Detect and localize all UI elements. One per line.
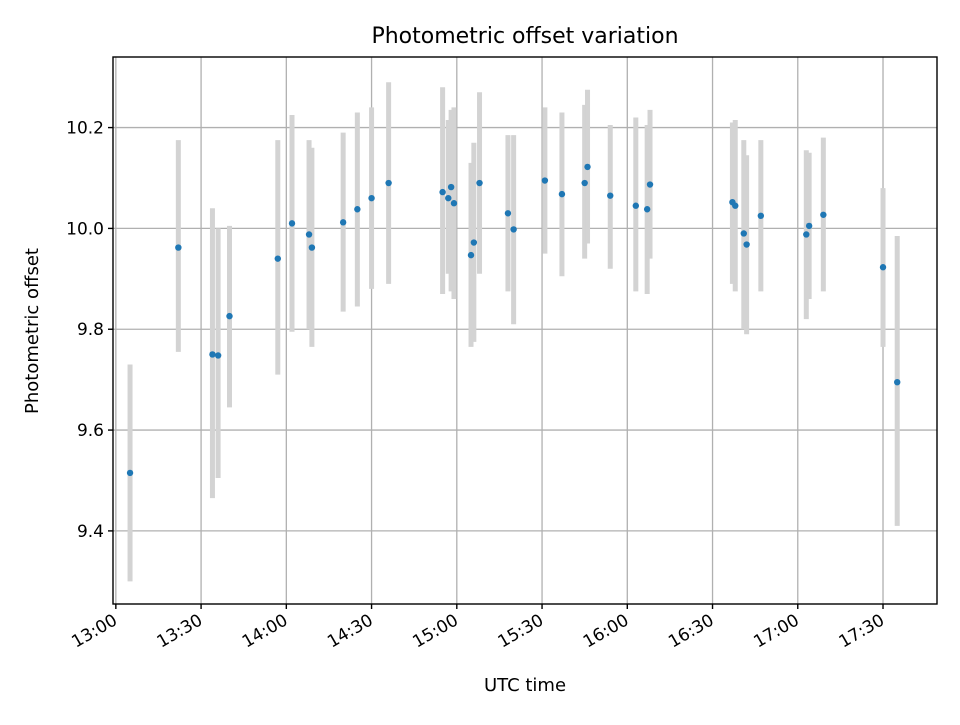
data-point	[274, 255, 281, 262]
data-point	[447, 183, 455, 191]
data-point	[209, 351, 216, 358]
data-point	[175, 244, 182, 251]
grid-layer	[113, 57, 937, 604]
data-point	[643, 206, 651, 213]
data-point	[732, 202, 739, 209]
x-tick-label: 16:30	[665, 610, 717, 652]
data-point	[757, 212, 765, 220]
data-point	[476, 179, 483, 187]
x-tick-label: 13:30	[154, 610, 206, 652]
point-layer	[126, 163, 901, 477]
errorbar-layer	[127, 82, 900, 582]
data-point	[646, 181, 654, 188]
data-point	[510, 226, 517, 233]
y-tick-label: 10.2	[66, 119, 104, 139]
data-point	[385, 179, 392, 187]
data-point	[607, 192, 614, 199]
data-point	[558, 190, 566, 198]
data-point	[305, 231, 313, 238]
data-point	[450, 200, 458, 207]
data-point	[368, 194, 375, 202]
y-axis-label: Photometric offset	[22, 248, 43, 414]
x-tick-label: 17:30	[836, 610, 888, 652]
data-point	[879, 264, 887, 271]
data-point	[439, 188, 446, 196]
data-point	[803, 231, 810, 238]
x-tick-label: 14:30	[324, 610, 376, 652]
data-point	[467, 251, 475, 259]
data-point	[354, 206, 361, 213]
y-tick-label: 9.8	[77, 320, 104, 340]
data-point	[339, 219, 347, 226]
data-point	[541, 177, 549, 184]
data-point	[805, 222, 813, 230]
data-point	[584, 163, 591, 171]
plot-frame	[112, 56, 938, 605]
data-point	[820, 211, 827, 218]
data-point	[581, 179, 588, 187]
y-tick-label: 9.6	[77, 421, 104, 441]
data-point	[308, 244, 316, 251]
data-point	[632, 202, 640, 209]
data-point	[226, 312, 233, 320]
data-point	[740, 230, 747, 237]
x-tick-label: 13:00	[68, 610, 120, 652]
data-point	[214, 352, 222, 359]
x-tick-label: 15:30	[495, 610, 547, 652]
x-tick-label: 17:00	[750, 610, 802, 652]
x-tick-label: 14:00	[239, 610, 291, 652]
data-point	[504, 210, 512, 217]
data-point	[126, 469, 134, 477]
data-point	[894, 378, 901, 386]
data-point	[743, 241, 750, 248]
y-tick-label: 9.4	[77, 522, 104, 542]
y-tick-label: 10.0	[66, 219, 104, 239]
data-point	[288, 220, 296, 227]
x-axis-label: UTC time	[484, 675, 566, 696]
data-point	[445, 194, 452, 202]
chart-title: Photometric offset variation	[371, 24, 678, 49]
data-point	[470, 239, 478, 246]
x-tick-label: 15:00	[409, 610, 461, 652]
x-tick-label: 16:00	[580, 610, 632, 652]
